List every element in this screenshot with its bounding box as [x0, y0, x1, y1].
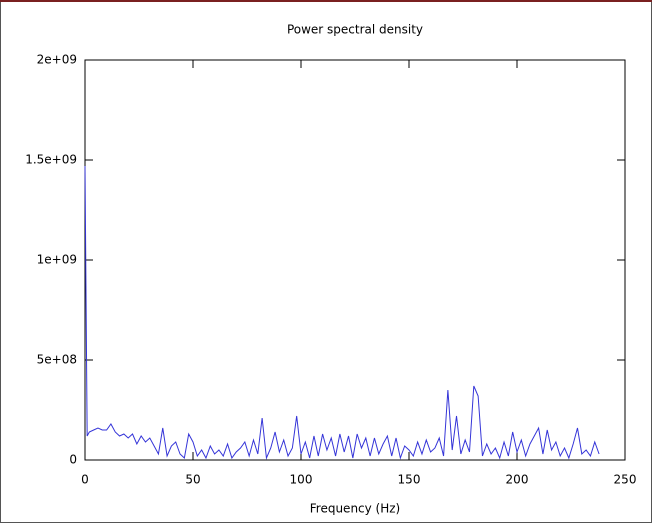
x-tick-label: 150 — [398, 473, 421, 487]
x-tick-label: 250 — [614, 473, 637, 487]
y-tick-label: 1.5e+09 — [25, 153, 77, 167]
x-tick-label: 100 — [290, 473, 313, 487]
chart-title: Power spectral density — [287, 23, 423, 37]
x-axis-label: Frequency (Hz) — [310, 502, 401, 516]
psd-line — [84, 165, 600, 460]
y-tick-label: 5e+08 — [37, 353, 77, 367]
x-tick-label: 200 — [506, 473, 529, 487]
y-tick-label: 1e+09 — [37, 253, 77, 267]
y-tick-label: 0 — [69, 453, 77, 467]
x-tick-label: 50 — [185, 473, 200, 487]
x-tick-label: 0 — [81, 473, 89, 487]
y-tick-label: 2e+09 — [37, 53, 77, 67]
